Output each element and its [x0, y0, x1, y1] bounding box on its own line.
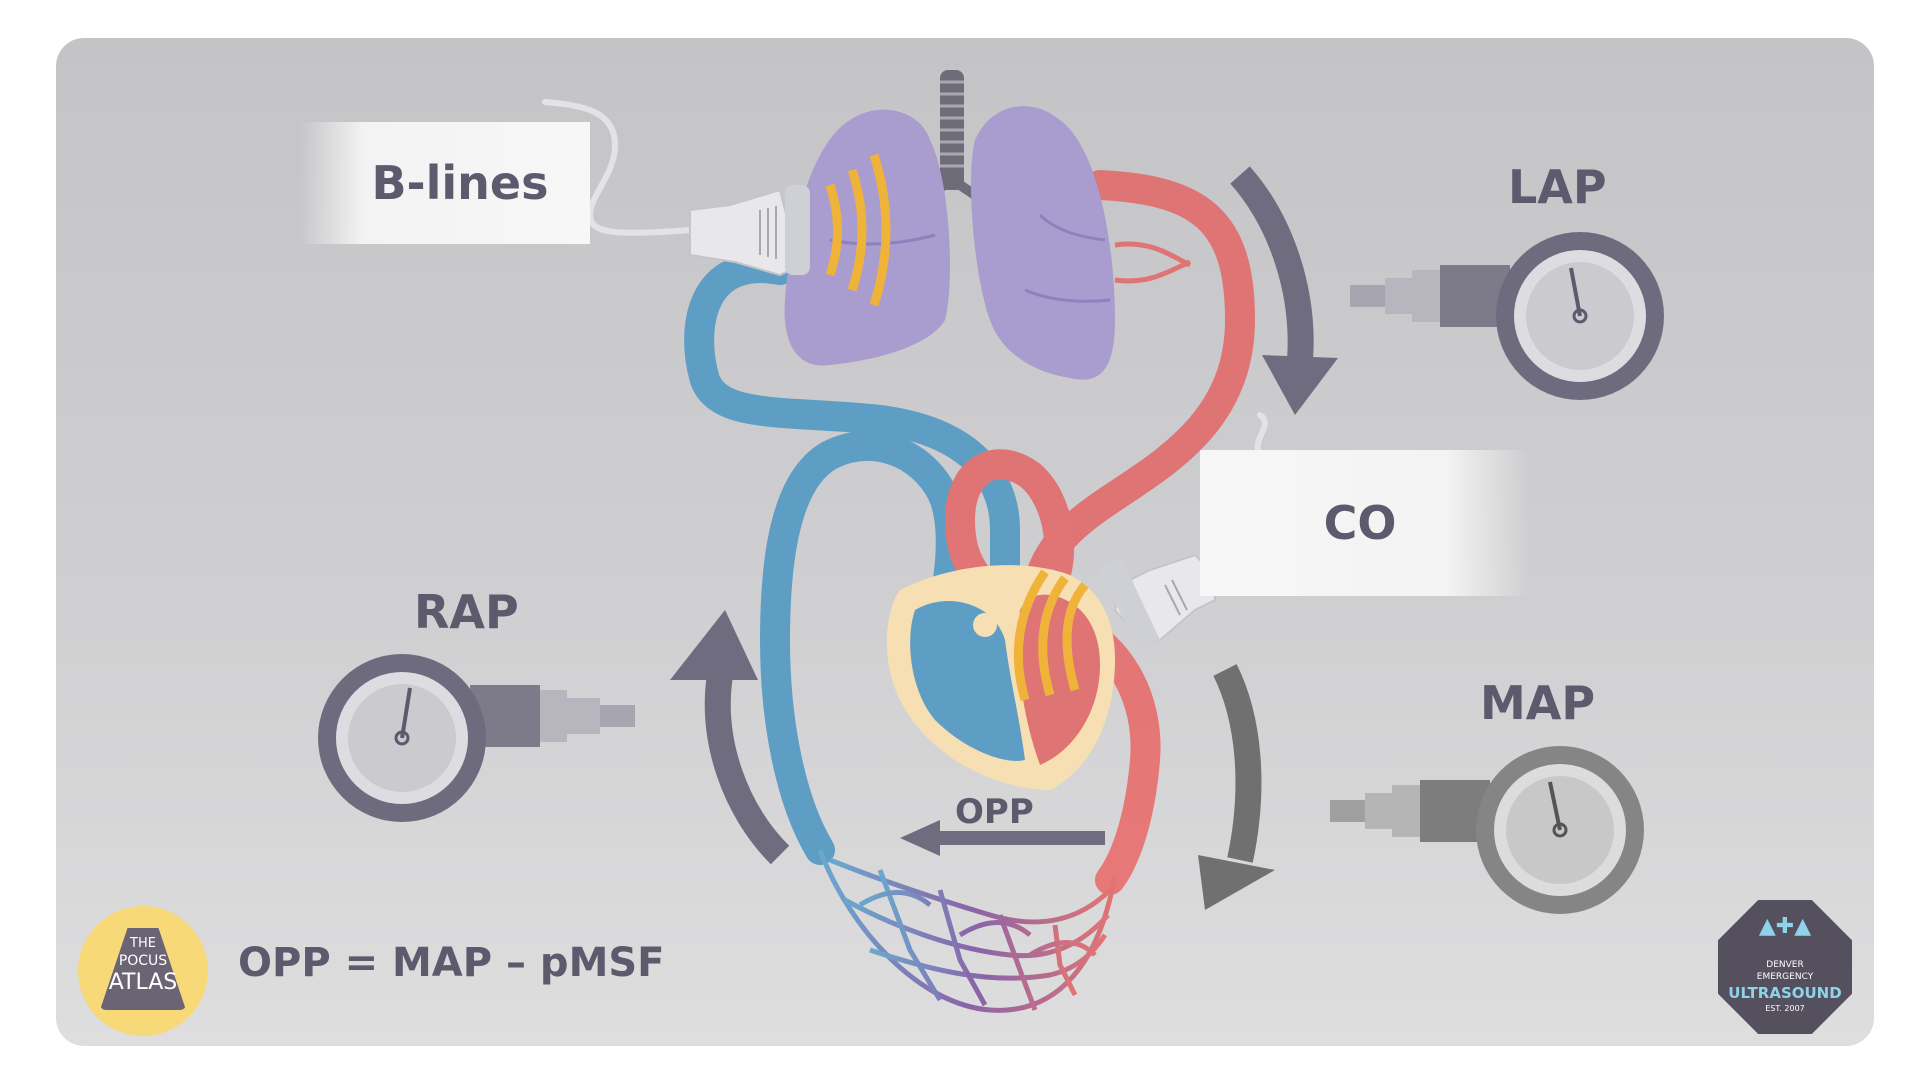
pocus-atlas-logo: THE POCUS ATLAS	[78, 906, 208, 1036]
b-lines-banner: B-lines	[300, 122, 590, 244]
co-label: CO	[1323, 496, 1397, 550]
deu-logo-line1: DENVER	[1766, 960, 1804, 970]
pocus-logo-line3: ATLAS	[108, 970, 178, 995]
flow-arrow-icon	[1230, 166, 1338, 415]
opp-arrow-icon	[900, 820, 1105, 856]
mountain-probe-icon: ▲✚▲	[1758, 914, 1812, 939]
pocus-logo-line2: POCUS	[118, 953, 168, 969]
pocus-logo-line1: THE	[130, 936, 156, 951]
rap-label: RAP	[414, 585, 519, 639]
deu-logo-line2: EMERGENCY	[1756, 972, 1814, 982]
ultrasound-probe-icon	[689, 185, 810, 277]
ultrasound-probe-icon	[1100, 553, 1216, 655]
probe-cable-lung	[542, 99, 693, 236]
co-banner: CO	[1200, 450, 1530, 596]
deu-logo-line4: EST. 2007	[1765, 1004, 1805, 1013]
lap-label: LAP	[1508, 160, 1607, 214]
opp-formula: OPP = MAP – pMSF	[238, 940, 665, 986]
map-gauge	[1330, 746, 1644, 914]
deu-logo-line3: ULTRASOUND	[1728, 984, 1842, 1002]
lap-gauge	[1350, 232, 1664, 400]
flow-arrow-icon	[1198, 664, 1275, 910]
ultrasound-waves-lung	[825, 153, 891, 307]
ultrasound-waves-heart	[1013, 569, 1089, 702]
capillary-bed-icon	[817, 849, 1118, 1013]
flow-arrow-icon	[670, 610, 790, 865]
map-label: MAP	[1480, 676, 1596, 730]
denver-emergency-ultrasound-logo: ▲✚▲ DENVER EMERGENCY ULTRASOUND EST. 200…	[1718, 900, 1852, 1034]
lungs-icon	[784, 106, 1115, 380]
b-lines-label: B-lines	[371, 156, 549, 210]
opp-label: OPP	[955, 792, 1034, 832]
rap-gauge	[318, 654, 635, 822]
